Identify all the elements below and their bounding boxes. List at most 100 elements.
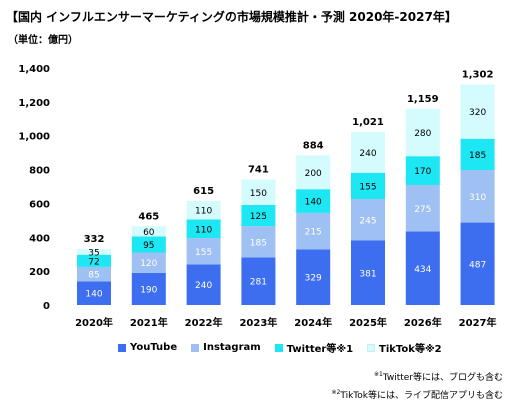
footnote-1-mark: ※1 <box>373 371 383 378</box>
x-tick-label: 2022年 <box>185 316 223 329</box>
total-label: 332 <box>84 234 105 245</box>
bar-segment <box>131 252 166 273</box>
total-label: 465 <box>138 211 159 222</box>
bar-segment <box>77 248 111 255</box>
legend-item-youtube: YouTube <box>118 340 177 355</box>
bar-segment <box>405 184 440 232</box>
bar-segment <box>405 108 440 157</box>
bar-segment <box>296 189 331 213</box>
x-tick-label: 2023年 <box>239 316 277 329</box>
legend-swatch-twitter <box>274 343 283 352</box>
segment-label: 72 <box>88 257 99 267</box>
segment-label: 487 <box>469 260 486 270</box>
y-tick-label: 200 <box>29 267 50 278</box>
x-tick-label: 2026年 <box>404 316 442 329</box>
x-tick-label: 2020年 <box>75 316 113 329</box>
bar-segment <box>351 172 385 200</box>
footnote-2-text: TikTok等には、ライブ配信アプリも含む <box>340 391 503 401</box>
y-axis: 0 200 400 600 800 1,000 1,200 1,400 <box>18 64 50 312</box>
segment-label: 150 <box>250 189 267 199</box>
segment-label: 95 <box>143 241 154 251</box>
segment-label: 125 <box>250 212 267 222</box>
segment-label: 110 <box>195 207 212 217</box>
segment-label: 85 <box>88 271 99 281</box>
bar-segment <box>405 156 440 185</box>
legend-swatch-tiktok <box>367 343 376 352</box>
legend-label-instagram: Instagram <box>203 342 261 353</box>
bar-segment <box>131 236 166 253</box>
segment-label: 155 <box>195 248 212 258</box>
segment-label: 110 <box>195 225 212 235</box>
bar-segment <box>460 138 495 171</box>
segment-label: 140 <box>85 290 102 300</box>
bar-segment <box>241 226 276 258</box>
total-label: 884 <box>303 140 324 151</box>
bar-segment <box>186 200 221 220</box>
segment-label: 240 <box>195 281 212 291</box>
bar-segment <box>186 238 221 265</box>
y-tick-label: 1,200 <box>18 98 50 109</box>
y-tick-label: 400 <box>29 233 50 244</box>
bar-segment <box>351 199 385 241</box>
segment-label: 280 <box>414 129 431 139</box>
segment-label: 329 <box>305 274 322 284</box>
footnote-1: ※1Twitter等には、ブログも含む <box>374 370 503 383</box>
legend-swatch-instagram <box>191 343 200 352</box>
bars <box>77 84 495 305</box>
segment-label: 35 <box>88 248 99 258</box>
y-tick-label: 600 <box>29 199 50 210</box>
segment-label: 320 <box>469 108 486 118</box>
legend-label-tiktok: TikTok等※2 <box>379 344 442 355</box>
chart-title: 【国内 インフルエンサーマーケティングの市場規模推計・予測 2020年-2027… <box>6 10 457 24</box>
segment-label: 185 <box>250 238 267 248</box>
total-label: 741 <box>248 165 269 176</box>
legend-swatch-youtube <box>118 343 126 352</box>
segment-label: 275 <box>414 205 431 215</box>
legend-label-youtube: YouTube <box>130 342 178 353</box>
bar-segment <box>131 272 166 305</box>
bar-segment <box>241 179 276 205</box>
bar-segment <box>351 132 385 173</box>
legend-label-twitter: Twitter等※1 <box>286 344 354 355</box>
footnote-2: ※2TikTok等には、ライブ配信アプリも含む <box>332 388 503 401</box>
bar-segment <box>241 257 276 305</box>
segment-label: 170 <box>414 167 431 177</box>
bar-segment <box>186 264 221 305</box>
bar-segment <box>405 231 440 305</box>
y-tick-label: 0 <box>43 301 50 312</box>
segment-label: 434 <box>414 265 431 275</box>
segment-label: 155 <box>359 182 376 192</box>
legend: YouTube Instagram Twitter等※1 TikTok等※2 <box>118 340 442 355</box>
y-tick-label: 1,000 <box>18 132 50 143</box>
segment-label: 215 <box>305 228 322 238</box>
bar-segment <box>296 249 331 305</box>
bar-segment <box>77 266 111 282</box>
segment-label: 120 <box>140 259 157 269</box>
unit-label: （単位：億円） <box>8 35 78 46</box>
segment-label: 381 <box>359 269 376 279</box>
footnote-2-mark: ※2 <box>331 389 341 396</box>
segment-label: 185 <box>469 151 486 161</box>
bar-segment <box>77 281 111 305</box>
segment-label: 140 <box>305 198 322 208</box>
x-tick-label: 2021年 <box>130 316 168 329</box>
x-tick-label: 2027年 <box>459 316 497 329</box>
bar-segment <box>296 212 331 250</box>
bar-segment <box>296 155 331 190</box>
segment-label: 281 <box>250 278 267 288</box>
legend-item-instagram: Instagram <box>191 340 261 355</box>
total-label: 1,021 <box>352 117 384 128</box>
segment-label: 60 <box>143 228 155 238</box>
bar-segment <box>460 222 495 305</box>
legend-item-tiktok: TikTok等※2 <box>367 340 442 355</box>
total-label: 615 <box>193 186 214 197</box>
bar-segment <box>351 240 385 305</box>
total-label: 1,302 <box>462 70 494 81</box>
bar-segment <box>460 84 495 139</box>
segment-label: 190 <box>140 285 157 295</box>
x-tick-label: 2025年 <box>349 316 387 329</box>
legend-item-twitter: Twitter等※1 <box>274 340 354 355</box>
bar-segment <box>77 254 111 267</box>
